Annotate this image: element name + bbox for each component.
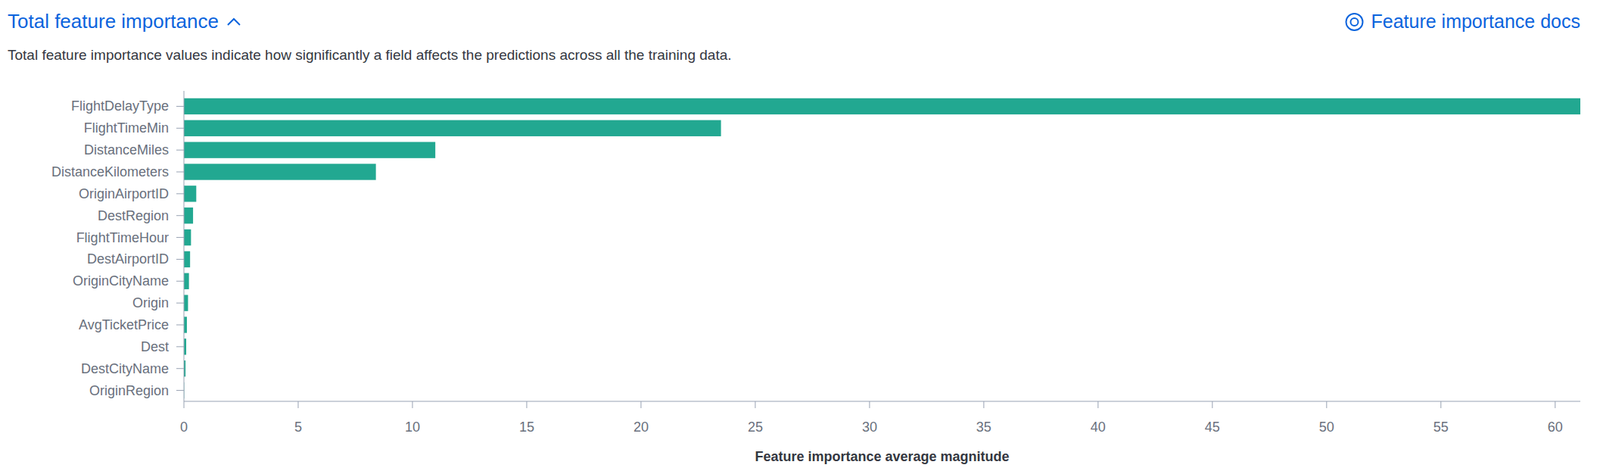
x-tick-label: 25 xyxy=(747,419,763,435)
x-tick xyxy=(983,401,984,408)
x-tick xyxy=(1211,401,1213,408)
x-tick-label: 55 xyxy=(1433,419,1449,435)
y-tick-label: DestRegion xyxy=(97,208,169,224)
x-tick-label: 30 xyxy=(862,419,878,435)
bar xyxy=(183,294,188,311)
collapse-icon[interactable] xyxy=(227,18,240,25)
icon-ring xyxy=(1345,13,1363,31)
y-tick xyxy=(176,149,184,151)
x-tick-label: 5 xyxy=(294,419,302,435)
y-tick xyxy=(176,324,184,326)
x-tick-label: 45 xyxy=(1204,419,1221,435)
y-tick-label: OriginRegion xyxy=(89,382,169,399)
y-tick-label: DistanceMiles xyxy=(84,142,169,158)
x-tick-label: 50 xyxy=(1319,419,1335,435)
x-tick xyxy=(526,401,527,408)
bar xyxy=(183,163,377,180)
y-tick xyxy=(176,258,184,260)
subtitle: Total feature importance values indicate… xyxy=(7,46,732,63)
chart-container: Total feature importance Feature importan… xyxy=(0,0,1600,471)
bars xyxy=(183,98,1581,399)
y-tick-label: Dest xyxy=(140,339,169,355)
x-tick-label: 20 xyxy=(633,419,649,435)
y-tick xyxy=(176,171,184,173)
icon-core xyxy=(1350,18,1358,26)
bar xyxy=(183,141,436,158)
x-tick xyxy=(297,401,299,408)
y-tick xyxy=(176,214,184,216)
y-tick-label: OriginAirportID xyxy=(78,186,169,202)
x-tick-label: 15 xyxy=(519,419,535,435)
x-tick xyxy=(411,401,413,408)
y-tick-label: OriginCityName xyxy=(72,273,169,289)
docs-link[interactable]: Feature importance docs xyxy=(1370,10,1581,32)
y-tick-label: DestCityName xyxy=(80,361,169,377)
x-tick xyxy=(183,401,185,408)
bar xyxy=(183,273,190,290)
y-tick-label: FlightDelayType xyxy=(71,98,169,114)
bar xyxy=(183,98,1581,115)
x-tick xyxy=(754,401,756,408)
y-tick xyxy=(176,367,184,369)
y-tick xyxy=(176,127,184,129)
y-tick-label: AvgTicketPrice xyxy=(78,317,169,333)
x-tick xyxy=(868,401,870,408)
y-tick xyxy=(176,105,184,107)
x-tick xyxy=(640,401,642,408)
x-tick xyxy=(1326,401,1327,408)
y-tick-label: FlightTimeHour xyxy=(76,230,169,246)
title[interactable]: Total feature importance xyxy=(7,9,219,33)
x-tick-label: 10 xyxy=(404,419,421,435)
x-tick-label: 35 xyxy=(976,419,992,435)
docs-icon xyxy=(1345,13,1363,31)
y-axis-line xyxy=(183,90,185,402)
bar xyxy=(183,251,190,268)
x-axis-line xyxy=(183,401,1581,402)
y-tick xyxy=(176,389,184,391)
x-axis-label: Feature importance average magnitude xyxy=(754,448,1009,464)
y-tick xyxy=(176,192,184,194)
chart-svg: Total feature importance Feature importan… xyxy=(0,0,1600,471)
y-tick-label: FlightTimeMin xyxy=(84,120,169,136)
x-tick-label: 0 xyxy=(180,419,188,435)
x-tick xyxy=(1097,401,1099,408)
x-tick xyxy=(1554,401,1556,408)
y-tick xyxy=(176,280,184,282)
x-tick xyxy=(1440,401,1442,408)
bar xyxy=(183,120,722,137)
bar xyxy=(183,207,193,224)
y-tick xyxy=(176,236,184,238)
bar xyxy=(183,316,187,333)
y-tick-label: DistanceKilometers xyxy=(51,164,169,180)
x-tick-label: 60 xyxy=(1547,419,1563,435)
y-tick xyxy=(176,345,184,347)
y-tick-label: DestAirportID xyxy=(87,251,169,267)
y-tick-label: Origin xyxy=(132,295,169,311)
y-tick xyxy=(176,302,184,304)
bar xyxy=(183,229,191,246)
bar xyxy=(183,185,197,202)
x-tick-label: 40 xyxy=(1090,419,1106,435)
